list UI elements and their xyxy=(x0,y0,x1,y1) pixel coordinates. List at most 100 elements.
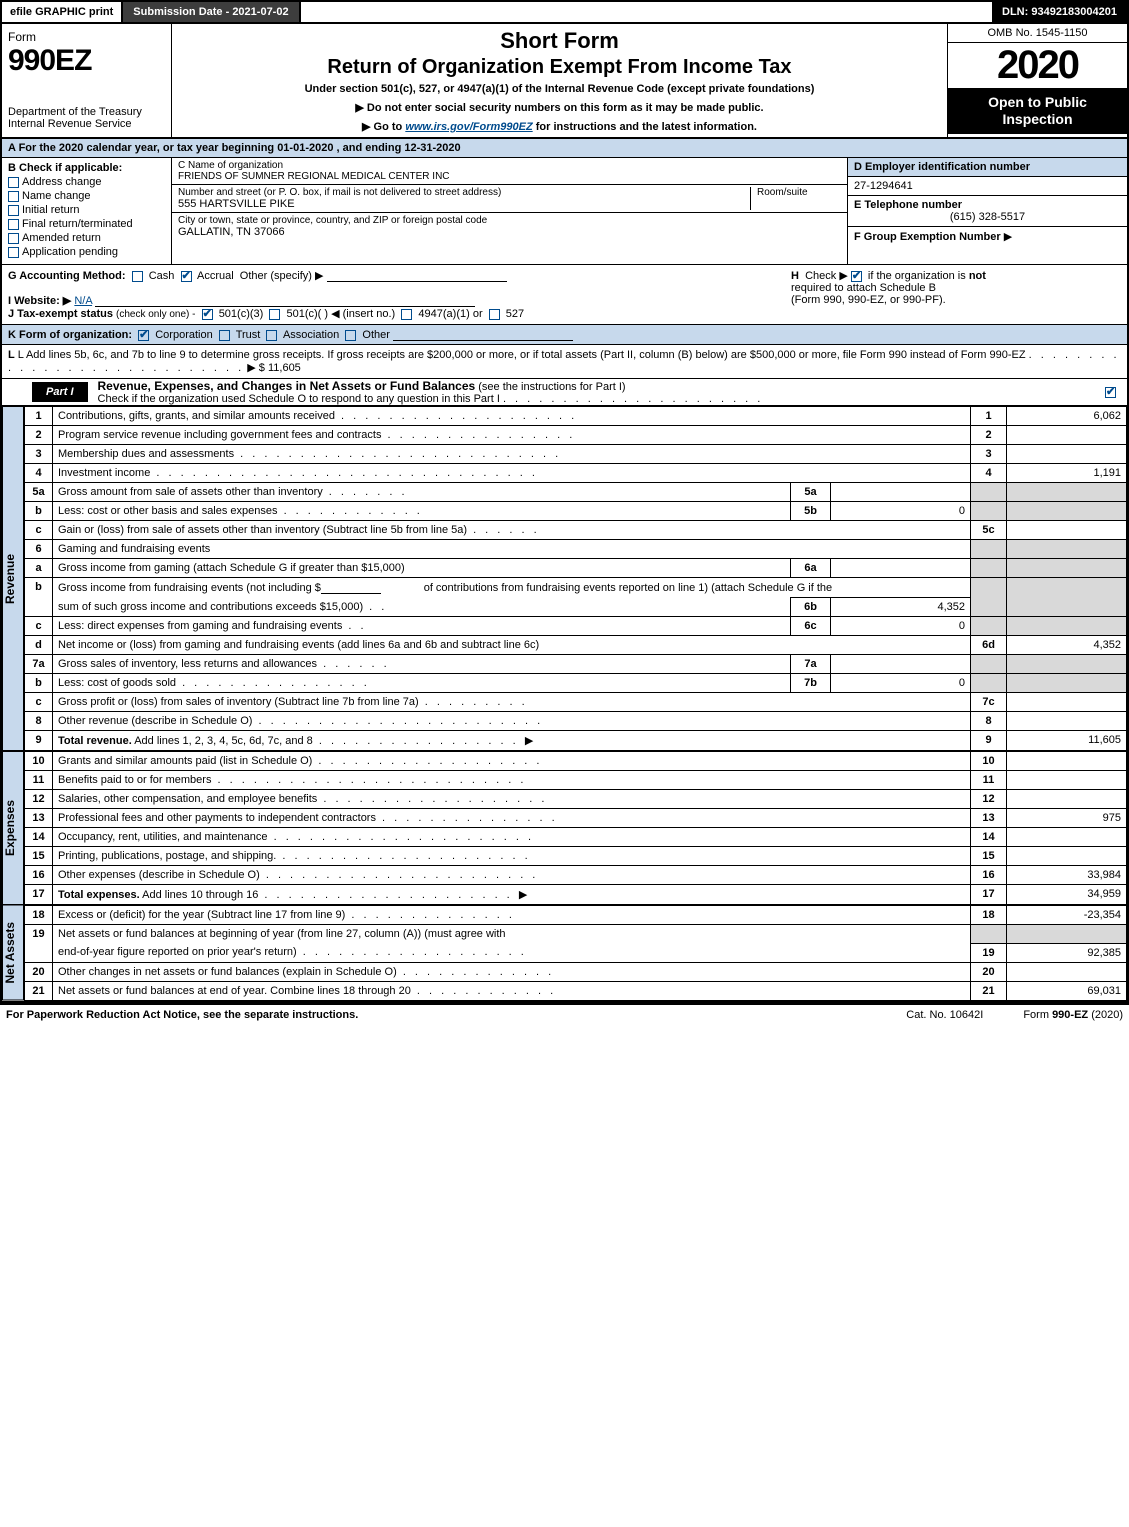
line-13: 13 Professional fees and other payments … xyxy=(25,809,1127,828)
line-14: 14 Occupancy, rent, utilities, and maint… xyxy=(25,828,1127,847)
h-letter: H xyxy=(791,270,799,282)
chk-initial-return[interactable]: Initial return xyxy=(8,204,165,216)
line-3: 3 Membership dues and assessments . . . … xyxy=(25,445,1127,464)
line-20: 20 Other changes in net assets or fund b… xyxy=(25,962,1127,981)
line-9: 9 Total revenue. Add lines 1, 2, 3, 4, 5… xyxy=(25,731,1127,751)
i-label: I Website: ▶ xyxy=(8,295,71,307)
chk-final-return[interactable]: Final return/terminated xyxy=(8,218,165,230)
form-number: 990EZ xyxy=(8,44,165,78)
l-arrow: ▶ xyxy=(247,362,255,374)
part-i-title: Revenue, Expenses, and Changes in Net As… xyxy=(98,379,476,393)
tax-year: 2020 xyxy=(948,43,1127,88)
501c-label: 501(c)( ) xyxy=(287,308,329,320)
omb-number: OMB No. 1545-1150 xyxy=(948,24,1127,43)
other-org-label: Other xyxy=(362,329,390,341)
j-label: J Tax-exempt status xyxy=(8,308,113,320)
line-10: 10 Grants and similar amounts paid (list… xyxy=(25,752,1127,771)
6b-amount-input[interactable] xyxy=(321,581,381,594)
association-label: Association xyxy=(283,329,339,341)
paperwork-notice: For Paperwork Reduction Act Notice, see … xyxy=(6,1009,358,1021)
chk-4947[interactable] xyxy=(401,309,412,320)
h-check: Check ▶ xyxy=(805,270,848,282)
page-footer: For Paperwork Reduction Act Notice, see … xyxy=(0,1003,1129,1025)
line-8: 8 Other revenue (describe in Schedule O)… xyxy=(25,712,1127,731)
chk-other-org[interactable] xyxy=(345,330,356,341)
net-assets-section: Net Assets 18 Excess or (deficit) for th… xyxy=(2,905,1127,1001)
revenue-side-label: Revenue xyxy=(2,406,24,751)
c-label: C Name of organization xyxy=(178,160,841,171)
other-org-input[interactable] xyxy=(393,328,573,341)
subtitle-ssn: ▶ Do not enter social security numbers o… xyxy=(180,101,939,114)
room-suite-label: Room/suite xyxy=(751,187,841,210)
chk-accrual[interactable] xyxy=(181,271,192,282)
phone-value: (615) 328-5517 xyxy=(854,211,1121,223)
net-assets-table: 18 Excess or (deficit) for the year (Sub… xyxy=(24,905,1127,1001)
g-label: G Accounting Method: xyxy=(8,270,126,282)
top-bar: efile GRAPHIC print Submission Date - 20… xyxy=(2,2,1127,24)
other-specify-input[interactable] xyxy=(327,269,507,282)
h-text4: (Form 990, 990-EZ, or 990-PF). xyxy=(791,294,946,306)
h-text3: required to attach Schedule B xyxy=(791,282,936,294)
line-6a: a Gross income from gaming (attach Sched… xyxy=(25,559,1127,578)
box-b: B Check if applicable: Address change Na… xyxy=(2,158,172,264)
line-1: 1 Contributions, gifts, grants, and simi… xyxy=(25,407,1127,426)
line-6c: c Less: direct expenses from gaming and … xyxy=(25,617,1127,636)
part-i-dots: . . . . . . . . . . . . . . . . . . . . … xyxy=(503,393,763,405)
4947-label: 4947(a)(1) or xyxy=(418,308,482,320)
header-right: OMB No. 1545-1150 2020 Open to Public In… xyxy=(947,24,1127,137)
box-h: H Check ▶ if the organization is not req… xyxy=(781,269,1121,320)
form-word: Form xyxy=(8,30,165,44)
line-2: 2 Program service revenue including gove… xyxy=(25,426,1127,445)
expenses-side-label: Expenses xyxy=(2,751,24,905)
line-17: 17 Total expenses. Add lines 10 through … xyxy=(25,885,1127,905)
website-value[interactable]: N/A xyxy=(74,295,92,307)
corporation-label: Corporation xyxy=(155,329,212,341)
chk-527[interactable] xyxy=(489,309,500,320)
line-19-1: 19 Net assets or fund balances at beginn… xyxy=(25,925,1127,944)
chk-amended-return[interactable]: Amended return xyxy=(8,232,165,244)
accrual-label: Accrual xyxy=(197,270,234,282)
chk-501c3[interactable] xyxy=(202,309,213,320)
line-15: 15 Printing, publications, postage, and … xyxy=(25,847,1127,866)
l-amount: $ 11,605 xyxy=(259,362,301,374)
f-label: F Group Exemption Number xyxy=(854,231,1001,243)
chk-schedule-o-used[interactable] xyxy=(1105,387,1116,398)
part-i-check-line: Check if the organization used Schedule … xyxy=(98,393,500,405)
line-21: 21 Net assets or fund balances at end of… xyxy=(25,981,1127,1000)
chk-address-change[interactable]: Address change xyxy=(8,176,165,188)
irs-label: Internal Revenue Service xyxy=(8,118,132,130)
net-assets-side-label: Net Assets xyxy=(2,905,24,1001)
f-arrow: ▶ xyxy=(1004,230,1012,243)
cat-no: Cat. No. 10642I xyxy=(906,1009,983,1021)
form-990ez-page: efile GRAPHIC print Submission Date - 20… xyxy=(0,0,1129,1003)
goto-post: for instructions and the latest informat… xyxy=(536,121,757,133)
line-12: 12 Salaries, other compensation, and emp… xyxy=(25,790,1127,809)
line-7c: c Gross profit or (loss) from sales of i… xyxy=(25,693,1127,712)
chk-application-pending[interactable]: Application pending xyxy=(8,246,165,258)
other-specify-label: Other (specify) ▶ xyxy=(240,270,324,282)
website-underline xyxy=(95,294,475,307)
501c3-label: 501(c)(3) xyxy=(219,308,264,320)
box-d-e-f: D Employer identification number 27-1294… xyxy=(847,158,1127,264)
chk-schedule-b-not-required[interactable] xyxy=(851,271,862,282)
part-i-header: Part I Revenue, Expenses, and Changes in… xyxy=(2,379,1127,406)
j-sub: (check only one) - xyxy=(116,309,195,320)
527-label: 527 xyxy=(506,308,524,320)
chk-501c[interactable] xyxy=(269,309,280,320)
title-short-form: Short Form xyxy=(180,28,939,54)
line-16: 16 Other expenses (describe in Schedule … xyxy=(25,866,1127,885)
chk-trust[interactable] xyxy=(219,330,230,341)
irs-link[interactable]: www.irs.gov/Form990EZ xyxy=(405,121,532,133)
revenue-section: Revenue 1 Contributions, gifts, grants, … xyxy=(2,406,1127,751)
city-label: City or town, state or province, country… xyxy=(178,215,841,226)
chk-cash[interactable] xyxy=(132,271,143,282)
chk-association[interactable] xyxy=(266,330,277,341)
submission-date: Submission Date - 2021-07-02 xyxy=(123,2,300,22)
chk-name-change[interactable]: Name change xyxy=(8,190,165,202)
line-19-2: end-of-year figure reported on prior yea… xyxy=(25,943,1127,962)
form-header: Form 990EZ Department of the Treasury In… xyxy=(2,24,1127,139)
line-11: 11 Benefits paid to or for members . . .… xyxy=(25,771,1127,790)
line-7b: b Less: cost of goods sold . . . . . . .… xyxy=(25,674,1127,693)
h-text2: if the organization is xyxy=(868,270,966,282)
chk-corporation[interactable] xyxy=(138,330,149,341)
